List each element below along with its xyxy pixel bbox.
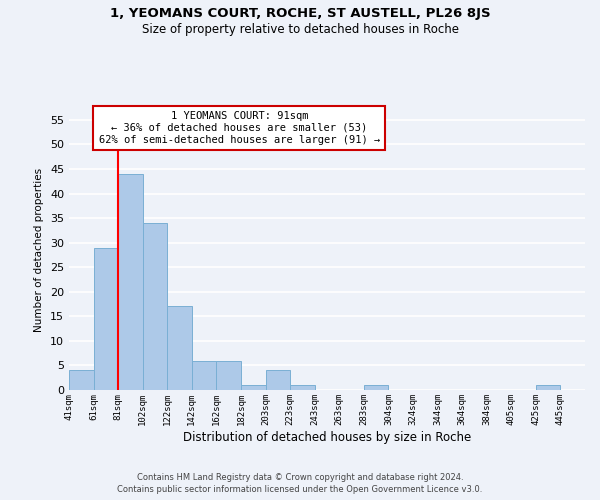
Bar [364,385,388,390]
Text: 1, YEOMANS COURT, ROCHE, ST AUSTELL, PL26 8JS: 1, YEOMANS COURT, ROCHE, ST AUSTELL, PL2… [110,8,490,20]
Bar [192,360,217,390]
Bar [94,248,118,390]
Text: 1 YEOMANS COURT: 91sqm
← 36% of detached houses are smaller (53)
62% of semi-det: 1 YEOMANS COURT: 91sqm ← 36% of detached… [98,112,380,144]
Bar [266,370,290,390]
Bar [167,306,192,390]
Bar [143,223,167,390]
Bar [536,385,560,390]
Bar [241,385,266,390]
Bar [217,360,241,390]
Bar [69,370,94,390]
Bar [290,385,315,390]
Text: Contains HM Land Registry data © Crown copyright and database right 2024.: Contains HM Land Registry data © Crown c… [137,472,463,482]
Y-axis label: Number of detached properties: Number of detached properties [34,168,44,332]
Bar [118,174,143,390]
Text: Size of property relative to detached houses in Roche: Size of property relative to detached ho… [142,22,458,36]
Text: Contains public sector information licensed under the Open Government Licence v3: Contains public sector information licen… [118,485,482,494]
X-axis label: Distribution of detached houses by size in Roche: Distribution of detached houses by size … [183,430,471,444]
